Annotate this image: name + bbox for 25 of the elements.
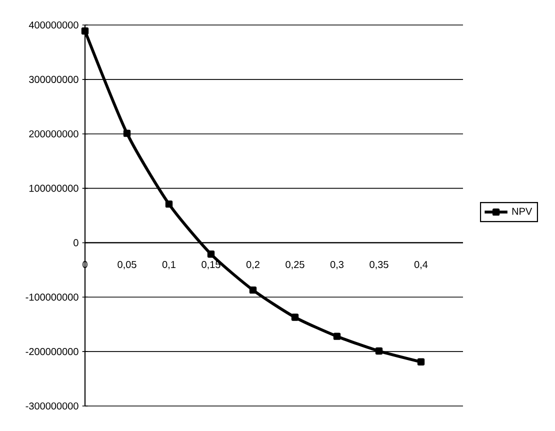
y-tick-label: -100000000 — [26, 294, 78, 301]
point — [249, 286, 257, 294]
point — [291, 314, 299, 321]
point — [207, 250, 215, 258]
point — [123, 130, 131, 137]
x-tick-label: 0,25 — [286, 260, 304, 270]
x-tick-label: 0,35 — [370, 260, 388, 270]
y-tick-label: -300000000 — [26, 402, 78, 410]
y-tick-label: 200000000 — [29, 130, 78, 138]
point — [81, 27, 89, 35]
point — [333, 332, 341, 340]
x-tick-label: 0,3 — [330, 260, 344, 270]
point — [375, 347, 383, 355]
y-tick-label: 0 — [74, 239, 78, 246]
x-tick-label: 0,05 — [118, 260, 136, 270]
y-tick-label: 400000000 — [28, 21, 78, 29]
y-tick-label: 100000000 — [29, 184, 78, 192]
legend-label: NPV — [512, 208, 532, 215]
x-tick-label: 0,2 — [246, 260, 260, 270]
y-tick-label: -200000000 — [26, 348, 78, 356]
x-tick-label: 0,1 — [162, 260, 176, 270]
point — [417, 358, 425, 366]
y-tick-label: 300000000 — [29, 76, 78, 83]
point — [165, 200, 173, 208]
x-tick-label: 0,4 — [414, 260, 428, 270]
